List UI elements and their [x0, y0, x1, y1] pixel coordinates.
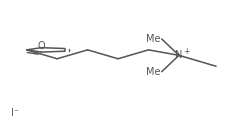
- Text: N: N: [175, 50, 183, 60]
- Text: Me: Me: [146, 67, 160, 77]
- Text: Me: Me: [146, 34, 160, 44]
- Text: O: O: [37, 41, 45, 51]
- Text: +: +: [183, 47, 189, 56]
- Text: I⁻: I⁻: [11, 108, 19, 118]
